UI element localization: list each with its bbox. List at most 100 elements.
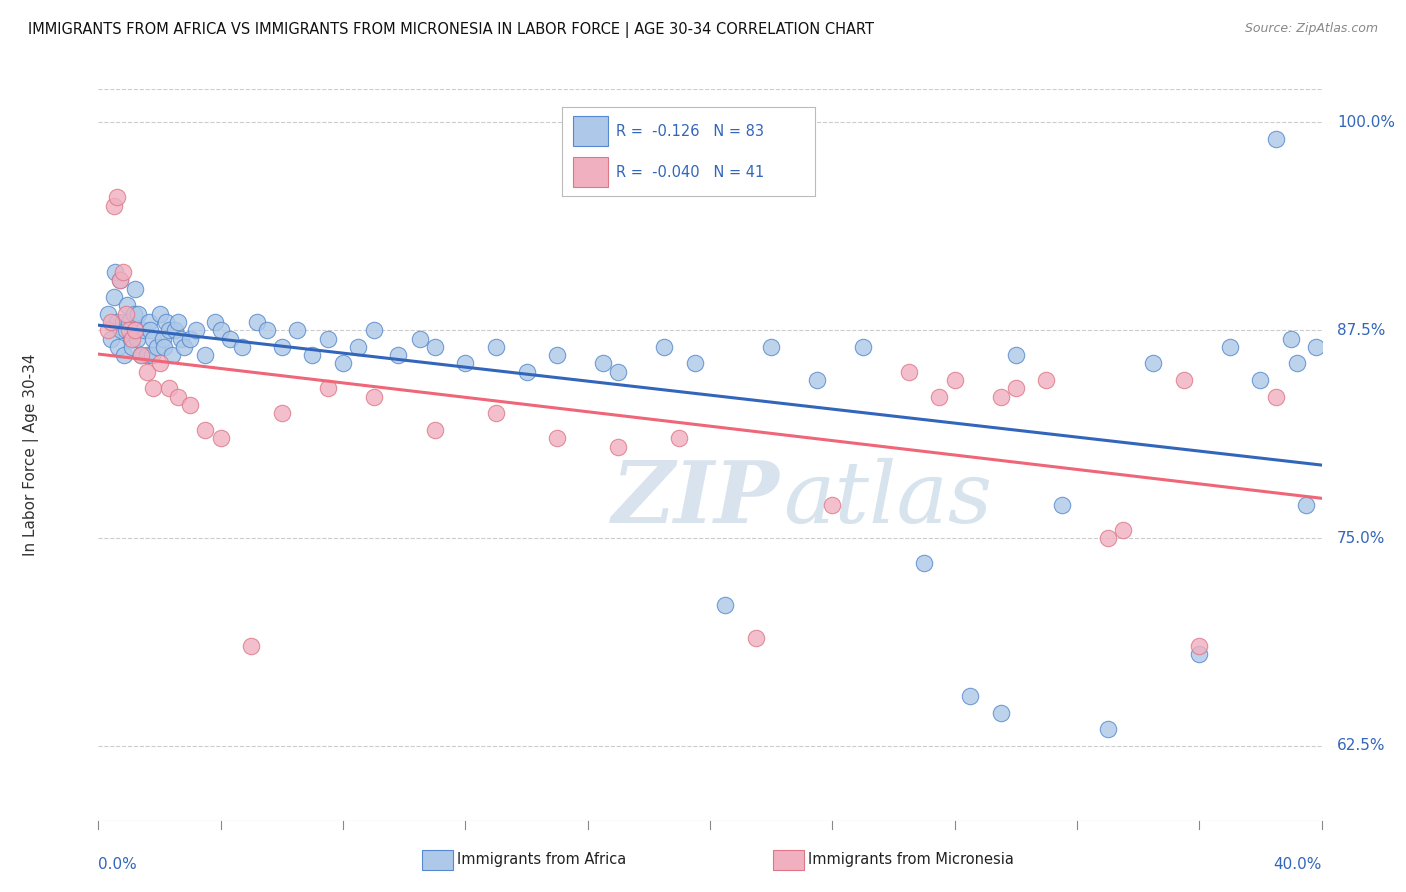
Point	[485, 340, 508, 354]
Point	[125, 332, 148, 346]
Text: IMMIGRANTS FROM AFRICA VS IMMIGRANTS FROM MICRONESIA IN LABOR FORCE | AGE 30-34 : IMMIGRANTS FROM AFRICA VS IMMIGRANTS FRO…	[28, 22, 875, 38]
Point	[139, 323, 162, 337]
Point	[100, 315, 122, 329]
Point	[118, 323, 141, 337]
Point	[134, 323, 156, 337]
Point	[155, 315, 177, 329]
Text: R =  -0.040   N = 41: R = -0.040 N = 41	[616, 165, 763, 179]
Point	[761, 340, 783, 354]
Point	[1264, 390, 1286, 404]
Point	[108, 273, 131, 287]
Point	[516, 365, 538, 379]
Point	[111, 315, 134, 329]
Point	[1004, 348, 1026, 362]
Point	[153, 340, 176, 354]
Point	[485, 406, 508, 420]
Point	[423, 423, 446, 437]
Point	[332, 357, 354, 371]
Point	[136, 348, 159, 362]
Point	[990, 706, 1012, 720]
Point	[821, 498, 844, 512]
Point	[103, 290, 125, 304]
Point	[928, 390, 950, 404]
Point	[363, 323, 385, 337]
Point	[592, 357, 614, 371]
Point	[668, 431, 690, 445]
Point	[117, 298, 139, 312]
Point	[194, 423, 217, 437]
Point	[136, 365, 159, 379]
Point	[141, 348, 163, 362]
Point	[167, 390, 190, 404]
Point	[1188, 648, 1211, 662]
Point	[1305, 340, 1327, 354]
Point	[246, 315, 269, 329]
Text: Immigrants from Micronesia: Immigrants from Micronesia	[808, 853, 1014, 867]
Point	[1286, 357, 1309, 371]
Point	[112, 348, 135, 362]
Point	[316, 332, 339, 346]
Point	[194, 348, 217, 362]
Point	[1250, 373, 1272, 387]
Point	[270, 340, 294, 354]
Point	[173, 340, 195, 354]
Point	[127, 307, 149, 321]
Point	[163, 323, 186, 337]
Point	[121, 332, 143, 346]
Text: atlas: atlas	[783, 458, 993, 541]
Point	[270, 406, 294, 420]
Point	[149, 307, 172, 321]
Point	[120, 332, 142, 346]
Point	[990, 390, 1012, 404]
Point	[1188, 639, 1211, 653]
Point	[546, 431, 568, 445]
Text: 75.0%: 75.0%	[1337, 531, 1385, 546]
Point	[186, 323, 208, 337]
Point	[387, 348, 409, 362]
Point	[209, 431, 232, 445]
Text: 87.5%: 87.5%	[1337, 323, 1385, 338]
Point	[104, 265, 127, 279]
Point	[1264, 132, 1286, 146]
Point	[124, 282, 146, 296]
Point	[121, 340, 143, 354]
Point	[124, 323, 146, 337]
FancyBboxPatch shape	[572, 157, 607, 187]
Point	[1142, 357, 1164, 371]
Point	[683, 357, 706, 371]
Point	[1035, 373, 1057, 387]
Text: 40.0%: 40.0%	[1274, 857, 1322, 872]
Text: Source: ZipAtlas.com: Source: ZipAtlas.com	[1244, 22, 1378, 36]
Point	[852, 340, 875, 354]
Point	[105, 315, 128, 329]
Point	[408, 332, 430, 346]
Point	[105, 190, 128, 204]
Point	[1173, 373, 1195, 387]
Point	[745, 631, 768, 645]
Point	[160, 348, 183, 362]
Text: In Labor Force | Age 30-34: In Labor Force | Age 30-34	[22, 353, 39, 557]
Point	[1112, 523, 1135, 537]
Point	[219, 332, 242, 346]
Point	[129, 348, 152, 362]
Point	[363, 390, 385, 404]
Point	[1295, 498, 1317, 512]
Point	[240, 639, 263, 653]
Point	[115, 307, 138, 321]
Point	[142, 332, 165, 346]
Point	[285, 323, 308, 337]
Point	[108, 273, 131, 287]
Point	[652, 340, 675, 354]
Point	[157, 323, 180, 337]
Point	[347, 340, 370, 354]
Point	[138, 315, 160, 329]
Point	[118, 315, 141, 329]
Point	[204, 315, 226, 329]
Point	[111, 265, 134, 279]
Point	[145, 340, 167, 354]
Point	[1004, 381, 1026, 395]
Point	[142, 381, 165, 395]
Point	[607, 365, 630, 379]
Point	[97, 307, 120, 321]
Point	[1050, 498, 1073, 512]
